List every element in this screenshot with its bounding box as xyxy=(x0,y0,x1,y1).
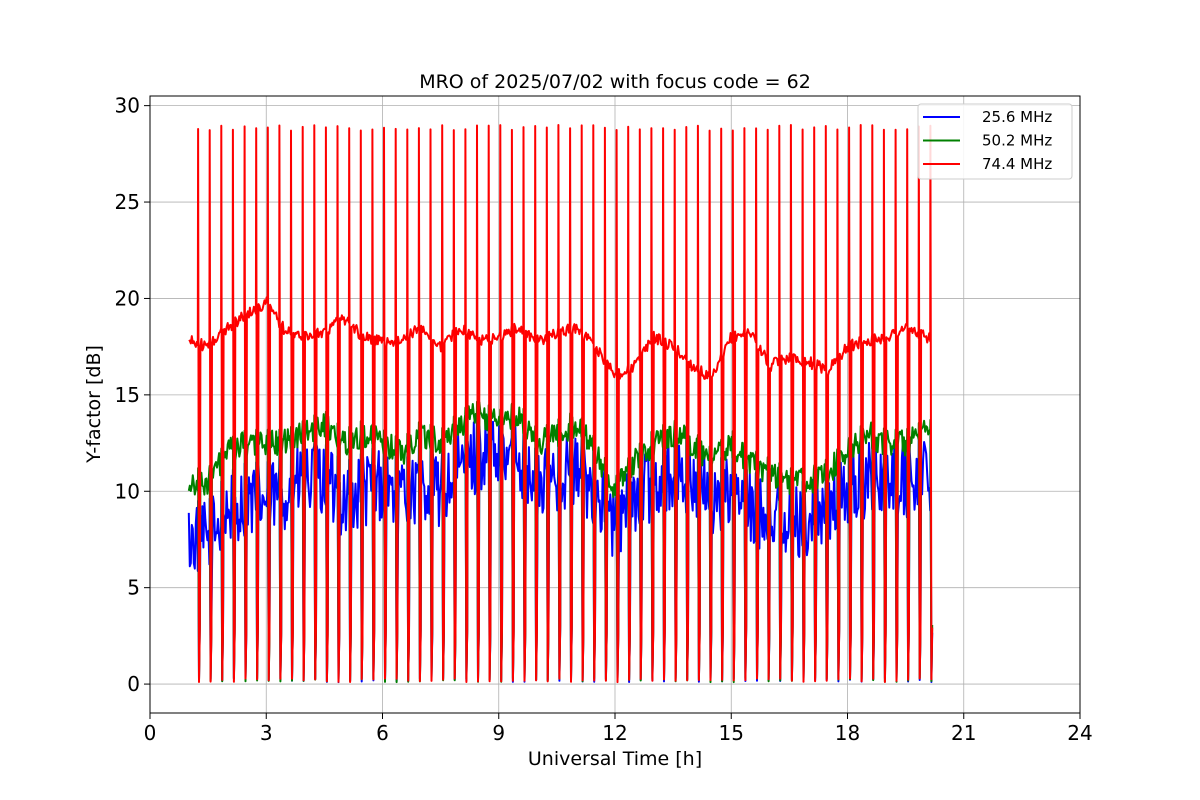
legend-label-0: 25.6 MHz xyxy=(982,108,1052,126)
x-tick-label: 24 xyxy=(1067,721,1092,745)
legend: 25.6 MHz 50.2 MHz 74.4 MHz xyxy=(917,103,1073,180)
y-tick-label: 30 xyxy=(115,94,140,118)
y-axis: 0 5 10 15 20 25 30 xyxy=(115,94,150,696)
legend-label-1: 50.2 MHz xyxy=(982,132,1052,150)
x-tick-label: 3 xyxy=(260,721,273,745)
y-tick-label: 10 xyxy=(115,479,140,503)
y-axis-label: Y-factor [dB] xyxy=(83,345,105,464)
series-layer xyxy=(187,124,934,684)
x-axis: 0 3 6 9 12 15 18 21 24 xyxy=(144,713,1093,745)
y-tick-label: 25 xyxy=(115,190,140,214)
x-tick-label: 9 xyxy=(492,721,505,745)
y-tick-label: 5 xyxy=(127,576,140,600)
y-tick-label: 15 xyxy=(115,383,140,407)
legend-label-2: 74.4 MHz xyxy=(982,155,1052,173)
series-line-2 xyxy=(188,124,934,684)
x-tick-label: 0 xyxy=(144,721,157,745)
x-tick-label: 6 xyxy=(376,721,389,745)
legend-box xyxy=(917,103,1073,180)
y-tick-label: 0 xyxy=(127,672,140,696)
y-tick-label: 20 xyxy=(115,286,140,310)
plot-area xyxy=(149,95,1081,714)
chart-title: MRO of 2025/07/02 with focus code = 62 xyxy=(419,71,811,93)
x-tick-label: 21 xyxy=(951,721,976,745)
x-tick-label: 15 xyxy=(719,721,744,745)
x-tick-label: 18 xyxy=(835,721,860,745)
x-axis-label: Universal Time [h] xyxy=(528,748,702,770)
x-tick-label: 12 xyxy=(602,721,627,745)
